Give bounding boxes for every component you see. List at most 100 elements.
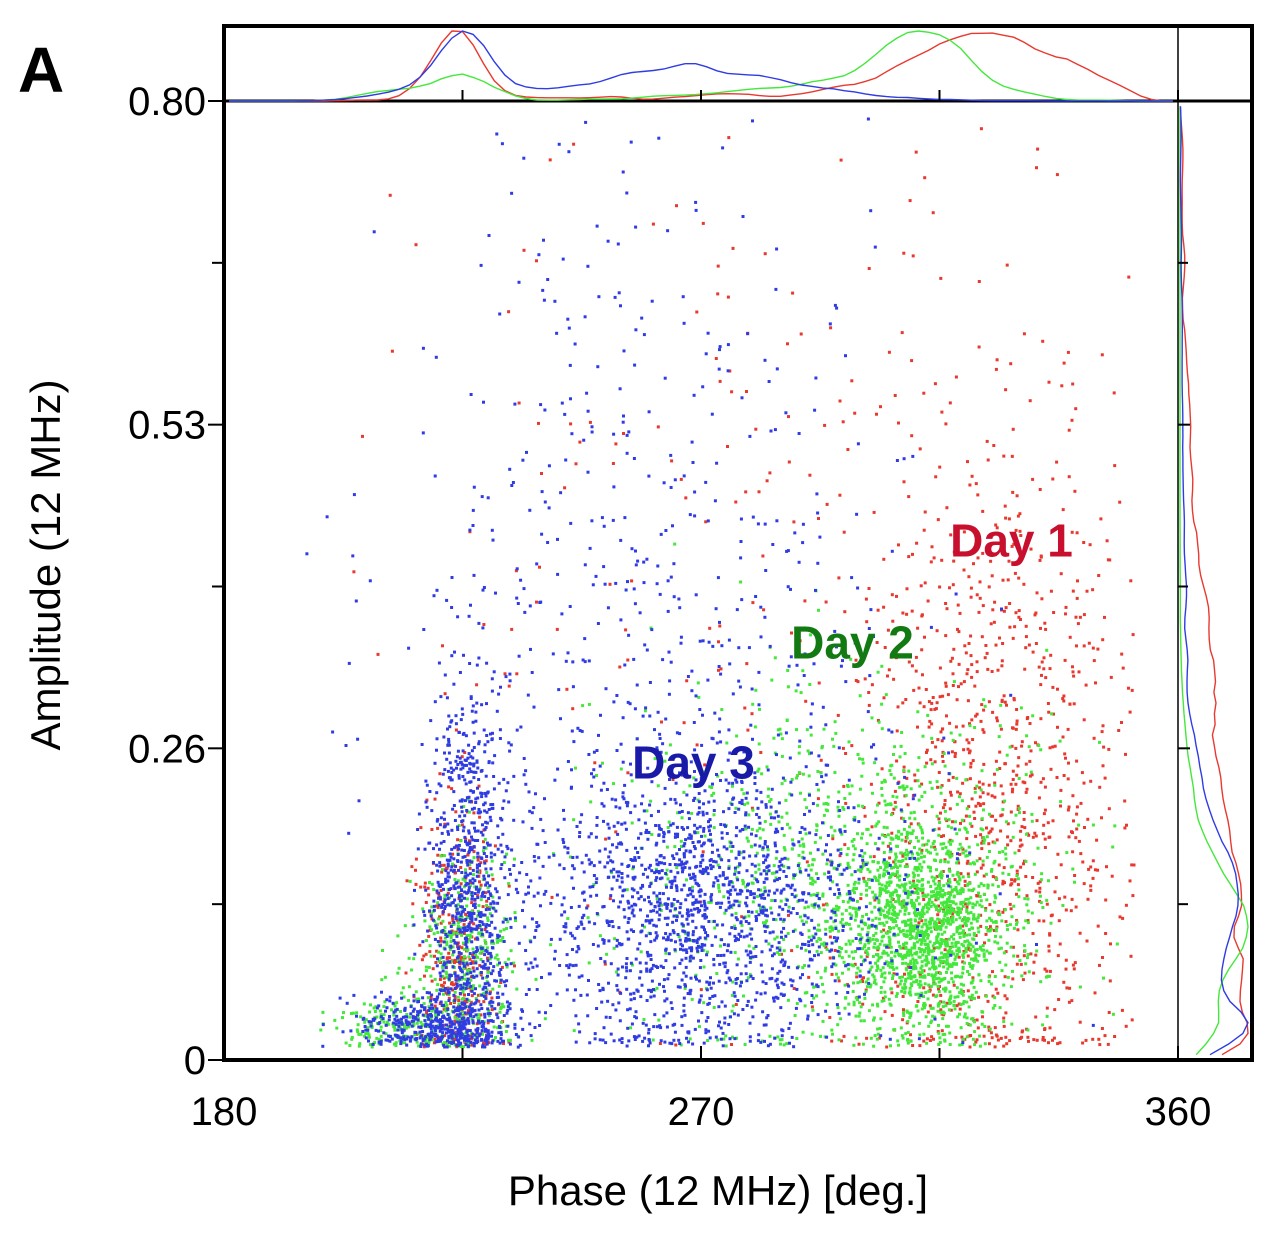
scatter-point <box>1070 530 1074 534</box>
scatter-point <box>1023 944 1027 948</box>
scatter-point <box>951 672 955 676</box>
scatter-point <box>522 248 526 252</box>
scatter-point <box>874 878 878 882</box>
scatter-point <box>905 776 909 780</box>
scatter-point <box>887 350 891 354</box>
scatter-point <box>900 1034 904 1038</box>
scatter-point <box>618 1019 622 1023</box>
scatter-point <box>761 828 765 832</box>
scatter-point <box>925 956 929 960</box>
scatter-point <box>825 862 829 866</box>
scatter-point <box>686 992 690 995</box>
scatter-point <box>943 930 947 934</box>
scatter-point <box>872 945 876 949</box>
scatter-point <box>407 999 410 1002</box>
scatter-point <box>948 880 952 884</box>
scatter-point <box>453 878 457 881</box>
scatter-point <box>979 882 983 886</box>
scatter-point <box>891 794 895 798</box>
scatter-point <box>951 920 955 924</box>
scatter-point <box>985 898 989 902</box>
scatter-point <box>794 689 798 693</box>
scatter-point <box>664 751 668 755</box>
scatter-point <box>889 900 893 904</box>
scatter-point <box>787 460 791 464</box>
scatter-point <box>927 920 931 924</box>
scatter-point <box>920 878 924 882</box>
scatter-point <box>940 870 944 874</box>
scatter-point <box>938 921 942 925</box>
scatter-point <box>967 1005 971 1009</box>
scatter-point <box>921 673 924 677</box>
scatter-point <box>929 851 932 855</box>
scatter-point <box>890 903 894 907</box>
scatter-point <box>965 672 969 676</box>
scatter-point <box>478 815 482 819</box>
scatter-point <box>982 698 986 702</box>
scatter-point <box>971 964 975 968</box>
scatter-point <box>778 953 782 956</box>
scatter-point <box>460 1010 464 1014</box>
scatter-point <box>978 1044 982 1048</box>
scatter-point <box>1027 745 1031 749</box>
scatter-point <box>903 972 906 976</box>
scatter-point <box>750 845 754 849</box>
scatter-point <box>797 862 801 866</box>
scatter-point <box>1071 963 1075 967</box>
scatter-point <box>905 830 909 834</box>
scatter-point <box>590 772 593 776</box>
scatter-point <box>414 857 418 861</box>
scatter-point <box>873 905 877 909</box>
scatter-point <box>778 860 782 864</box>
scatter-point <box>443 1034 447 1038</box>
scatter-point <box>388 193 392 197</box>
scatter-point <box>1038 558 1042 562</box>
scatter-point <box>863 945 866 949</box>
scatter-point <box>942 906 946 910</box>
scatter-point <box>1075 805 1079 809</box>
scatter-point <box>437 917 441 921</box>
scatter-point <box>422 987 426 991</box>
scatter-point <box>882 851 886 854</box>
scatter-point <box>550 895 554 899</box>
scatter-point <box>867 947 871 950</box>
scatter-point <box>1110 874 1114 878</box>
scatter-point <box>481 1032 485 1036</box>
scatter-point <box>890 831 894 835</box>
scatter-point <box>926 997 930 1001</box>
scatter-point <box>809 893 813 897</box>
scatter-point <box>976 493 980 497</box>
scatter-point <box>748 960 752 964</box>
scatter-point <box>608 582 612 586</box>
scatter-point <box>825 948 829 951</box>
scatter-point <box>985 919 989 923</box>
scatter-point <box>490 941 494 945</box>
scatter-point <box>933 828 937 831</box>
scatter-point <box>601 938 605 942</box>
scatter-point <box>743 803 747 807</box>
scatter-point <box>745 836 749 840</box>
scatter-point <box>879 907 882 911</box>
scatter-point <box>981 863 985 867</box>
scatter-point <box>939 925 943 929</box>
scatter-point <box>981 782 985 786</box>
scatter-point <box>995 838 999 842</box>
scatter-point <box>955 926 959 930</box>
scatter-point <box>894 852 898 856</box>
scatter-point <box>918 938 922 942</box>
scatter-point <box>968 901 972 905</box>
scatter-point <box>988 1027 992 1031</box>
scatter-point <box>842 784 846 788</box>
scatter-point <box>566 851 570 855</box>
scatter-point <box>1011 969 1014 973</box>
scatter-point <box>846 963 850 967</box>
scatter-point <box>883 943 887 947</box>
scatter-point <box>971 902 975 906</box>
scatter-point <box>1059 788 1063 792</box>
scatter-point <box>778 948 782 952</box>
scatter-point <box>410 865 414 869</box>
scatter-point <box>973 790 977 794</box>
scatter-point <box>705 988 709 992</box>
scatter-point <box>430 1038 434 1042</box>
scatter-point <box>910 609 914 613</box>
